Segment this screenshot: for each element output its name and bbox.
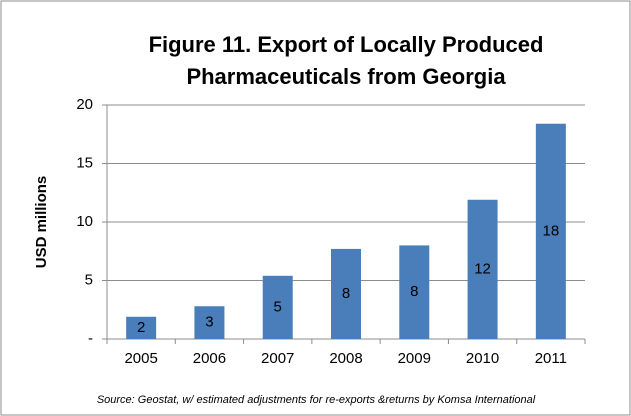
bar bbox=[126, 316, 157, 339]
y-tick-label: 20 bbox=[76, 96, 93, 113]
y-tick-label: 10 bbox=[76, 213, 93, 230]
y-tick-label: - bbox=[88, 330, 93, 347]
x-tick-label: 2005 bbox=[124, 350, 157, 367]
data-label: 8 bbox=[342, 285, 350, 302]
y-tick-label: 5 bbox=[85, 271, 93, 288]
x-tick-label: 2009 bbox=[398, 350, 431, 367]
x-tick-label: 2011 bbox=[535, 350, 567, 367]
bar bbox=[194, 306, 225, 339]
bar bbox=[399, 245, 430, 339]
data-label: 12 bbox=[474, 260, 491, 277]
source-note: Source: Geostat, w/ estimated adjustment… bbox=[97, 394, 536, 406]
bar bbox=[535, 123, 566, 339]
x-tick-label: 2008 bbox=[329, 350, 362, 367]
bar bbox=[467, 199, 498, 339]
y-axis-label: USD millions bbox=[33, 176, 50, 269]
x-tick-label: 2006 bbox=[193, 350, 226, 367]
x-tick-label: 2010 bbox=[466, 350, 499, 367]
x-tick-label: 2007 bbox=[261, 350, 294, 367]
data-label: 18 bbox=[543, 222, 560, 239]
y-tick-label: 15 bbox=[76, 154, 93, 171]
data-label: 2 bbox=[137, 319, 145, 336]
chart-title-line: Figure 11. Export of Locally Produced bbox=[149, 32, 544, 57]
data-label: 8 bbox=[410, 283, 418, 300]
data-label: 5 bbox=[274, 298, 282, 315]
data-label: 3 bbox=[205, 314, 213, 331]
bar bbox=[331, 248, 361, 339]
bar bbox=[262, 275, 293, 339]
chart-title-line: Pharmaceuticals from Georgia bbox=[186, 64, 506, 89]
